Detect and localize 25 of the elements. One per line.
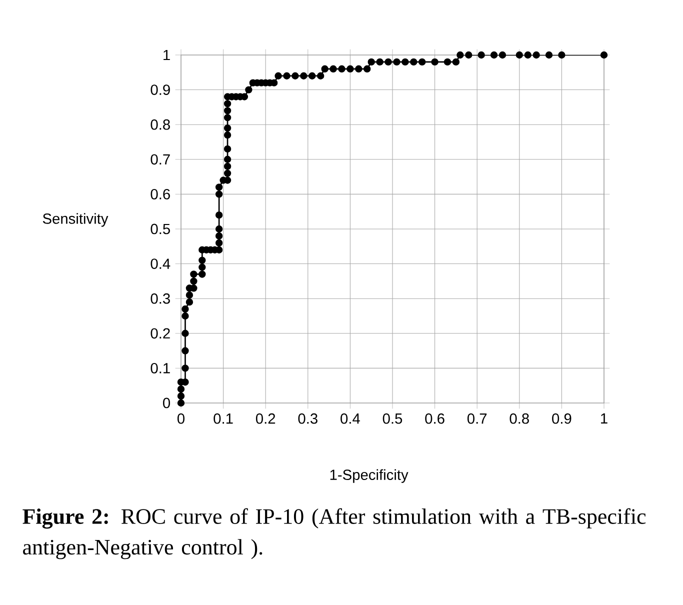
y-tick-label: 0.9 — [150, 84, 170, 95]
y-tick-label: 0.8 — [150, 119, 170, 130]
y-tick-label: 0.4 — [150, 258, 170, 269]
x-tick-label: 0.9 — [552, 413, 572, 424]
y-tick-label: 0.5 — [150, 224, 170, 234]
y-axis-title: Sensitivity — [42, 213, 108, 227]
x-tick-label: 1 — [601, 413, 608, 424]
text: Figure 2: ROC curve of IP-10 (After stimulation with a TB-specific antigen-Negative control ). — [22, 508, 646, 560]
x-tick-label: 0 — [177, 413, 184, 424]
x-axis-title: 1-Specificity — [330, 469, 408, 483]
y-tick-label: 0.2 — [150, 328, 170, 339]
x-tick-label: 0.6 — [425, 413, 444, 424]
x-tick-label: 0.7 — [467, 413, 487, 424]
y-tick-label: 0.3 — [150, 293, 170, 304]
x-tick-label: 0.1 — [214, 413, 233, 424]
y-tick-label: 1 — [164, 50, 170, 60]
x-tick-label: 0.8 — [510, 413, 529, 424]
x-tick-label: 0.3 — [298, 413, 318, 424]
x-tick-label: 0.2 — [256, 413, 276, 424]
x-tick-label: 0.4 — [340, 413, 360, 424]
y-tick-label: 0 — [163, 398, 170, 408]
y-tick-label: 0.6 — [150, 189, 170, 200]
y-tick-label: 0.7 — [150, 154, 170, 165]
y-tick-label: 0.1 — [150, 363, 170, 374]
x-tick-label: 0.5 — [382, 413, 402, 424]
